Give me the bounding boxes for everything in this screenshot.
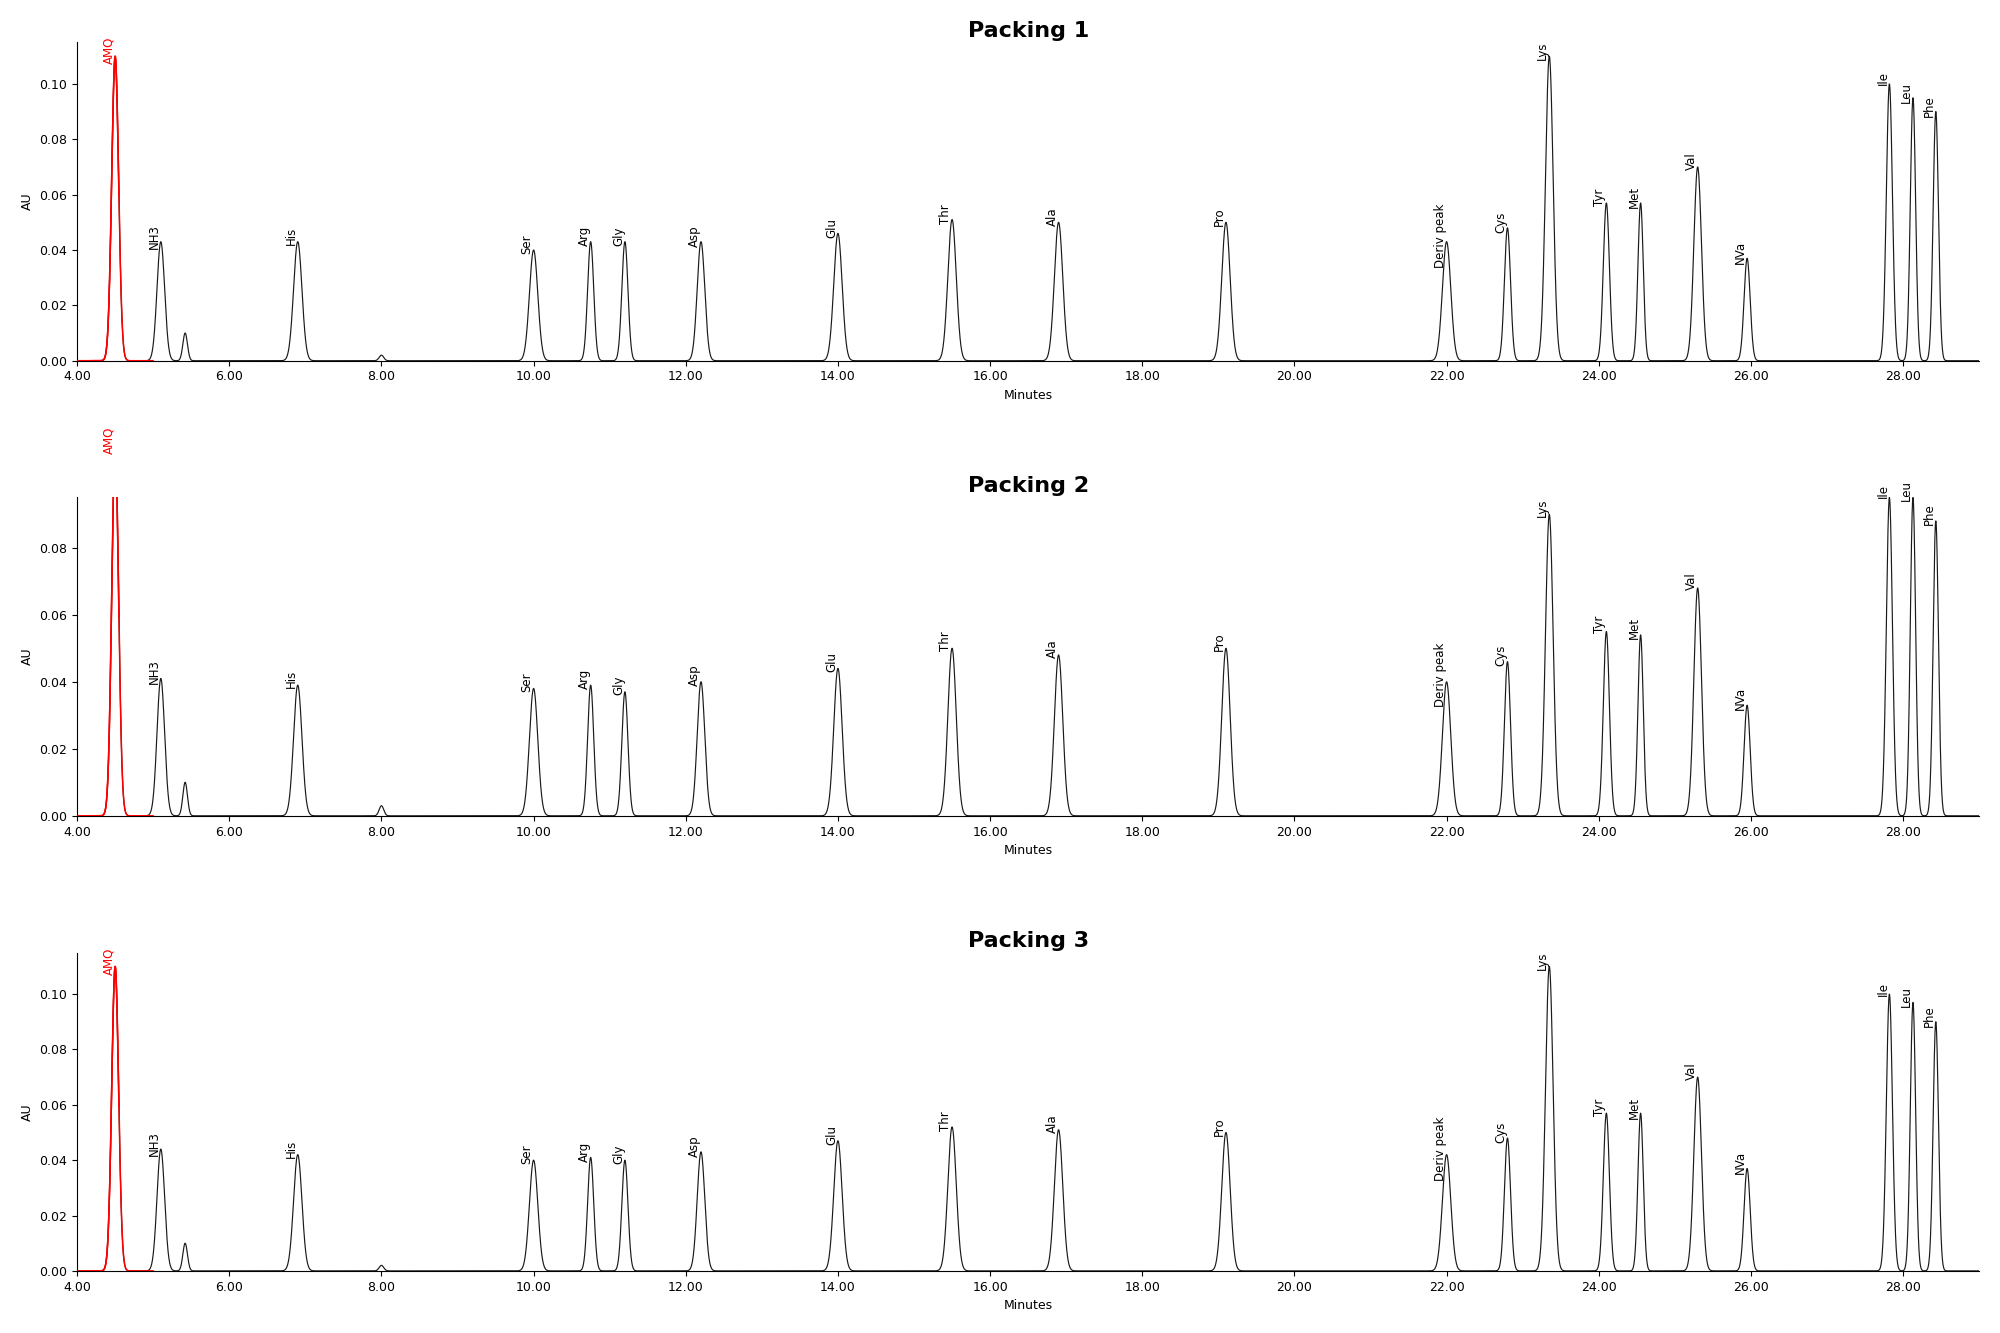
Text: AMQ: AMQ xyxy=(102,948,116,974)
Text: Arg: Arg xyxy=(578,227,590,247)
X-axis label: Minutes: Minutes xyxy=(1004,1300,1052,1312)
Text: Leu: Leu xyxy=(1900,480,1912,501)
Text: Asp: Asp xyxy=(688,225,700,247)
Text: Ser: Ser xyxy=(520,235,534,255)
Text: Glu: Glu xyxy=(824,1125,838,1145)
Text: Gly: Gly xyxy=(612,676,624,694)
Text: AMQ: AMQ xyxy=(102,427,116,455)
Text: Deriv peak: Deriv peak xyxy=(1434,204,1446,268)
Text: Val: Val xyxy=(1684,1062,1698,1081)
Text: Ser: Ser xyxy=(520,1145,534,1165)
Text: Pro: Pro xyxy=(1212,632,1226,651)
Text: Thr: Thr xyxy=(940,204,952,224)
Text: Gly: Gly xyxy=(612,227,624,245)
Text: Glu: Glu xyxy=(824,217,838,237)
Text: Arg: Arg xyxy=(578,1142,590,1162)
Text: Gly: Gly xyxy=(612,1145,624,1165)
Text: Tyr: Tyr xyxy=(1594,189,1606,207)
Title: Packing 1: Packing 1 xyxy=(968,21,1088,41)
Text: Deriv peak: Deriv peak xyxy=(1434,643,1446,708)
Text: NH3: NH3 xyxy=(148,224,160,248)
Text: Pro: Pro xyxy=(1212,1117,1226,1136)
Text: Ile: Ile xyxy=(1876,484,1890,497)
Text: Cys: Cys xyxy=(1494,212,1508,233)
Text: NVa: NVa xyxy=(1734,686,1748,710)
Text: Ala: Ala xyxy=(1046,639,1058,657)
X-axis label: Minutes: Minutes xyxy=(1004,844,1052,857)
Text: Thr: Thr xyxy=(940,1112,952,1132)
Text: Ala: Ala xyxy=(1046,208,1058,227)
Title: Packing 2: Packing 2 xyxy=(968,476,1088,496)
Text: Met: Met xyxy=(1628,617,1640,640)
Text: NVa: NVa xyxy=(1734,1152,1748,1174)
Text: NH3: NH3 xyxy=(148,1132,160,1156)
Text: Phe: Phe xyxy=(1922,504,1936,525)
X-axis label: Minutes: Minutes xyxy=(1004,389,1052,403)
Y-axis label: AU: AU xyxy=(20,193,34,211)
Text: Met: Met xyxy=(1628,1097,1640,1118)
Text: Glu: Glu xyxy=(824,652,838,672)
Text: His: His xyxy=(284,227,298,245)
Text: Asp: Asp xyxy=(688,664,700,686)
Text: Ile: Ile xyxy=(1876,72,1890,85)
Y-axis label: AU: AU xyxy=(20,648,34,665)
Text: Val: Val xyxy=(1684,572,1698,591)
Text: Leu: Leu xyxy=(1900,81,1912,103)
Text: Lys: Lys xyxy=(1536,41,1550,60)
Text: Met: Met xyxy=(1628,187,1640,208)
Text: Tyr: Tyr xyxy=(1594,616,1606,633)
Text: Ser: Ser xyxy=(520,672,534,692)
Text: His: His xyxy=(284,1140,298,1158)
Text: Pro: Pro xyxy=(1212,208,1226,227)
Text: Asp: Asp xyxy=(688,1136,700,1157)
Text: His: His xyxy=(284,669,298,688)
Text: Ala: Ala xyxy=(1046,1114,1058,1133)
Text: Lys: Lys xyxy=(1536,499,1550,517)
Text: Leu: Leu xyxy=(1900,986,1912,1008)
Text: Lys: Lys xyxy=(1536,952,1550,970)
Title: Packing 3: Packing 3 xyxy=(968,930,1088,950)
Text: Deriv peak: Deriv peak xyxy=(1434,1117,1446,1181)
Y-axis label: AU: AU xyxy=(20,1102,34,1121)
Text: Tyr: Tyr xyxy=(1594,1098,1606,1116)
Text: Phe: Phe xyxy=(1922,1005,1936,1028)
Text: Arg: Arg xyxy=(578,668,590,689)
Text: Phe: Phe xyxy=(1922,95,1936,117)
Text: Thr: Thr xyxy=(940,632,952,652)
Text: Val: Val xyxy=(1684,152,1698,171)
Text: NVa: NVa xyxy=(1734,241,1748,264)
Text: Ile: Ile xyxy=(1876,981,1890,996)
Text: Cys: Cys xyxy=(1494,1122,1508,1144)
Text: Cys: Cys xyxy=(1494,644,1508,665)
Text: AMQ: AMQ xyxy=(102,37,116,64)
Text: NH3: NH3 xyxy=(148,660,160,684)
